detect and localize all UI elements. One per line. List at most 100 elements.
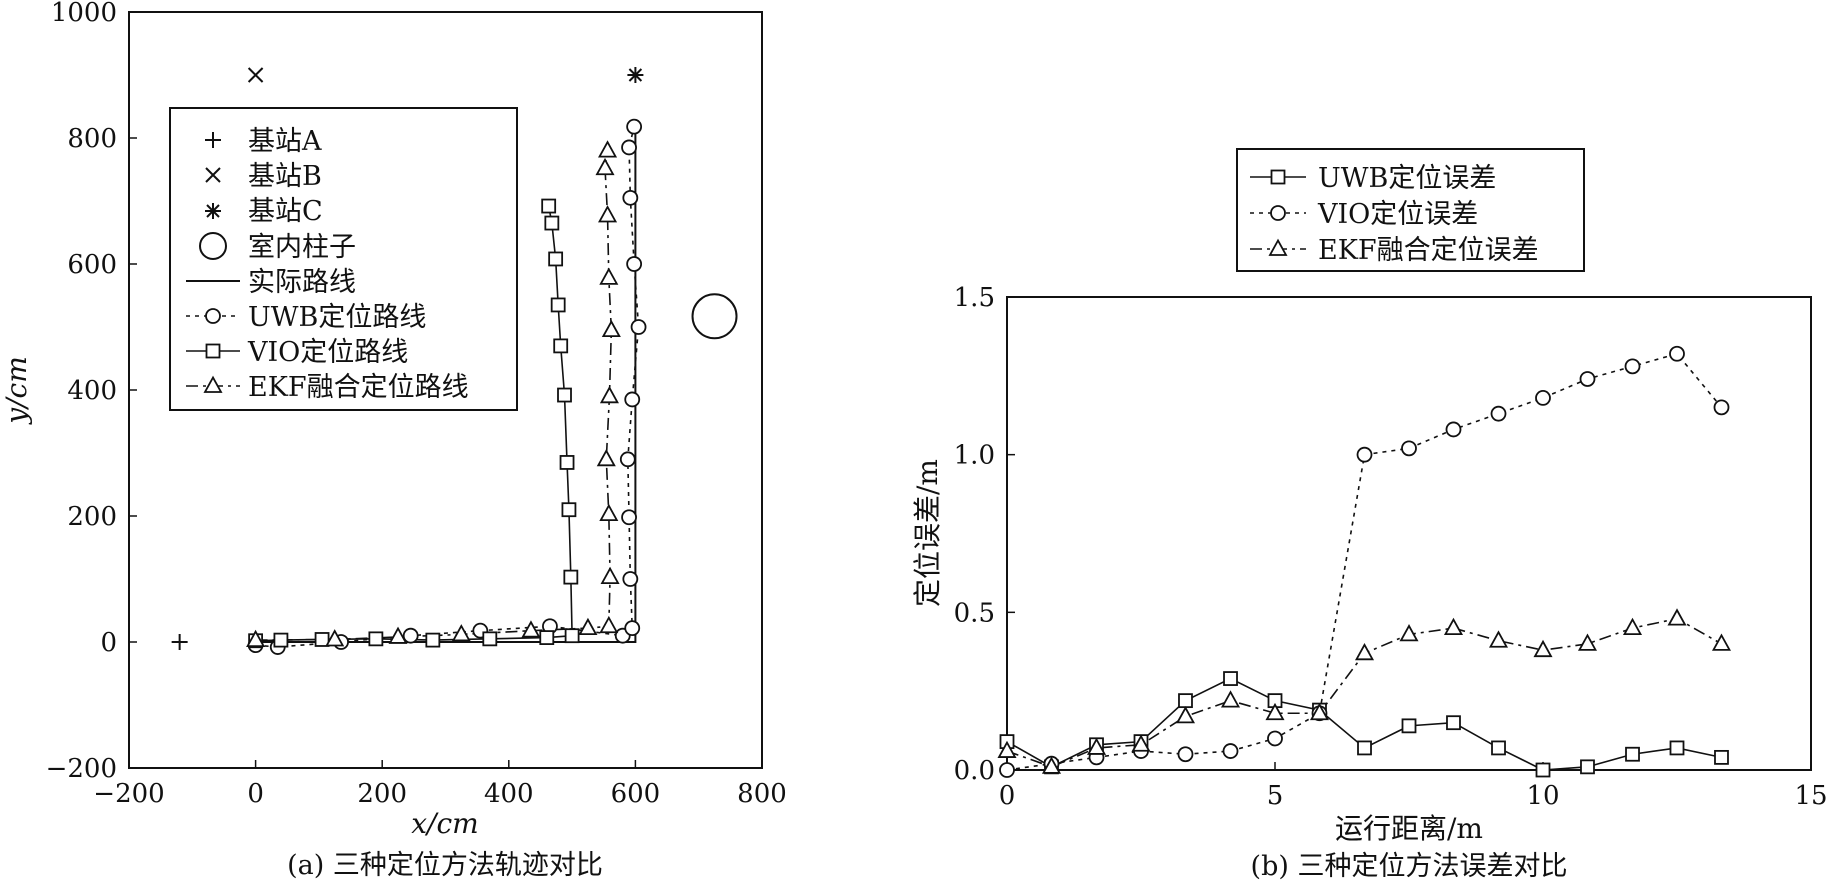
route-point-2 [368,631,384,647]
error-point-1 [1490,405,1507,422]
legend-error-icon-marker [1270,205,1286,221]
error-point-0 [1357,740,1372,756]
route-point-2 [559,455,575,470]
error-point-2 [997,740,1017,758]
error-point-0 [1491,740,1506,756]
legend-route-icon-marker [205,343,221,359]
error-point-2 [1443,617,1464,635]
route-point-3 [599,385,619,404]
route-point-1 [624,391,641,408]
route-point-3 [325,629,345,647]
y-tick-label: 400 [67,376,117,406]
trajectory-legend: 基站A 基站B 基站C 室内柱子 实际路线 UWB定位路线 VIO定位路线 EK… [169,107,518,411]
error-point-1 [1669,345,1685,362]
error-point-2 [1667,608,1687,626]
trajectory-ticks: −200 0 200 400 600 800 −200 0 200 400 600 800 1000 [46,0,787,809]
y-tick-label: 0.5 [954,598,995,628]
error-point-1 [1445,421,1462,438]
error-point-0 [1714,749,1729,765]
route-point-3 [601,319,621,338]
x-tick-label: 0 [247,779,264,809]
route-line-1 [255,126,640,648]
route-point-1 [622,571,639,587]
route-point-1 [626,118,643,135]
route-point-2 [564,628,580,644]
error-point-0 [1625,746,1640,762]
y-tick-label: −200 [46,754,117,784]
legend-pillar: 室内柱子 [248,232,356,263]
error-point-0 [1669,740,1685,756]
legend-station-b-icon [205,167,221,183]
x-tick-label: 800 [737,779,787,809]
route-point-1 [619,451,636,468]
y-tick-label: 0.0 [954,756,995,786]
error-point-1 [1356,446,1373,463]
route-point-2 [425,632,441,648]
error-ticks: 0 5 10 15 0.0 0.5 1.0 1.5 [954,283,1828,811]
error-point-1 [1535,390,1551,406]
x-tick-label: 600 [611,779,661,809]
error-legend-icons [1250,169,1306,256]
legend-station-a-icon [205,132,221,148]
route-point-2 [539,630,555,645]
error-point-1 [1624,358,1641,375]
error-plot-frame [1006,296,1812,771]
error-point-1 [1713,399,1730,416]
x-tick-label: −200 [93,779,164,809]
error-point-0 [1178,693,1193,709]
y-tick-label: 1.5 [954,283,995,313]
legend-error-icon-marker [1270,169,1286,185]
trajectory-legend-icons [186,132,240,393]
legend-pillar-icon [199,232,227,260]
route-point-2 [482,631,498,647]
error-point-1 [1177,746,1194,763]
error-point-2 [1041,756,1062,774]
route-point-2 [550,297,566,313]
route-point-3 [595,157,615,176]
route-point-2 [553,338,569,354]
route-point-2 [544,215,560,231]
error-line-1 [1006,352,1723,771]
legend-vio-error: VIO定位误差 [1317,199,1478,230]
route-point-2 [314,632,330,647]
error-point-1 [1579,371,1596,387]
trajectory-y-axis-label: y/cm [0,356,33,425]
route-point-1 [621,509,637,526]
route-point-3 [599,503,619,522]
error-caption: (b) 三种定位方法误差对比 [1251,851,1568,882]
x-tick-label: 5 [1267,781,1284,811]
y-tick-label: 0 [100,628,117,658]
y-tick-label: 1.0 [954,441,995,471]
legend-uwb-route: UWB定位路线 [248,302,426,333]
route-point-3 [599,615,619,634]
error-point-2 [1577,633,1598,651]
error-point-2 [1488,630,1509,648]
x-tick-label: 10 [1526,781,1559,811]
legend-station-b: 基站B [248,161,322,192]
y-tick-label: 200 [67,502,117,532]
trajectory-chart: −200 0 200 400 600 800 −200 0 200 400 600 800 1000 x… [0,0,787,881]
error-point-2 [1711,633,1732,651]
legend-ekf-error: EKF融合定位误差 [1318,235,1539,266]
route-point-3 [596,448,616,467]
error-point-1 [1222,743,1239,759]
error-point-2 [1175,706,1196,724]
route-line-3 [255,150,613,641]
route-point-1 [402,627,419,644]
legend-actual-route: 实际路线 [248,267,356,298]
y-tick-label: 1000 [51,0,117,28]
x-tick-label: 0 [999,781,1016,811]
route-point-2 [561,502,577,518]
error-point-0 [1401,718,1417,734]
error-legend-box [1236,148,1585,272]
error-point-2 [1399,624,1419,642]
legend-station-c-icon [205,203,221,219]
route-point-3 [388,626,408,644]
legend-station-a: 基站A [248,126,322,157]
error-chart: 0 5 10 15 0.0 0.5 1.0 1.5 运行距离/m 定位误差/m (b) 三种定… [911,148,1828,882]
route-point-3 [578,617,598,636]
error-point-2 [1220,690,1241,708]
station-b-marker [247,67,264,83]
error-point-1 [999,762,1015,778]
